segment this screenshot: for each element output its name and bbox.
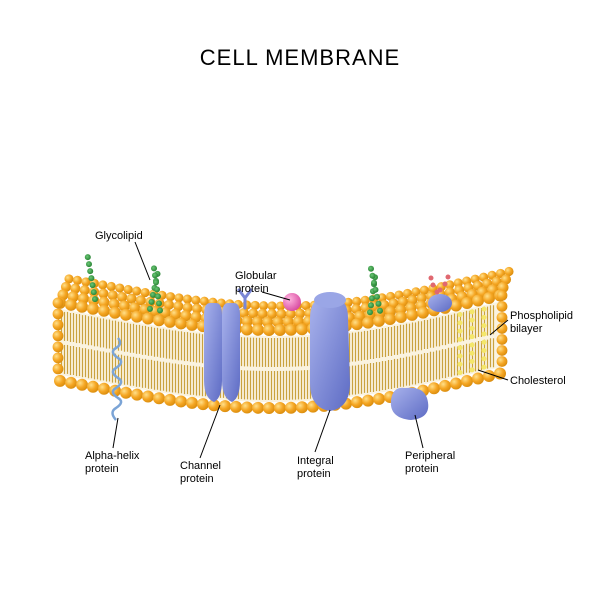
label-phospholipid: Phospholipid bilayer	[510, 310, 573, 336]
membrane-diagram	[0, 0, 600, 600]
globular-protein	[283, 293, 301, 311]
peripheral-protein	[391, 388, 428, 420]
label-glycolipid: Glycolipid	[95, 230, 143, 243]
label-cholesterol: Cholesterol	[510, 375, 566, 388]
label-integral: Integral protein	[297, 455, 334, 481]
label-globular: Globular protein	[235, 270, 277, 296]
label-alpha: Alpha-helix protein	[85, 450, 139, 476]
label-channel: Channel protein	[180, 460, 221, 486]
label-peripheral: Peripheral protein	[405, 450, 455, 476]
integral-protein	[310, 292, 350, 411]
